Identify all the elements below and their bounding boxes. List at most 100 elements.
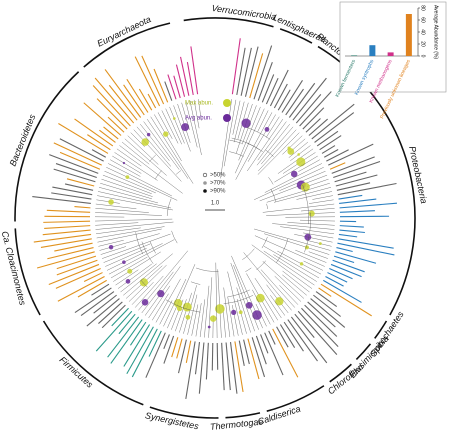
taxon-label (101, 304, 126, 329)
branch (119, 145, 183, 194)
taxon-label (276, 326, 289, 348)
taxon-label (339, 210, 375, 213)
taxon-label (126, 326, 154, 375)
phylum-arc (149, 406, 219, 419)
branch (261, 126, 294, 165)
taxon-label (46, 209, 91, 213)
taxon-label (253, 45, 273, 100)
bar (387, 52, 394, 56)
taxon-label (186, 61, 194, 96)
taxon-label (129, 321, 147, 346)
taxon-label (339, 229, 365, 234)
taxon-label (279, 324, 296, 348)
taxon-label (249, 53, 264, 99)
abundance-bubble (299, 262, 304, 266)
branch (193, 99, 200, 129)
taxon-label (288, 82, 316, 118)
phylum-arc (14, 228, 41, 316)
branch (264, 233, 330, 255)
taxon-label (311, 103, 355, 140)
taxon-label (51, 192, 92, 200)
branch (95, 221, 174, 230)
taxon-label (118, 313, 136, 335)
taxon-label (55, 268, 101, 289)
abundance-bubble (296, 157, 306, 167)
branch (254, 228, 331, 251)
branch (106, 243, 163, 271)
taxon-label (104, 69, 142, 118)
branch-arc (245, 267, 252, 272)
branch (104, 170, 156, 194)
abundance-bubble (207, 325, 211, 329)
branch-arc (141, 241, 154, 264)
branch (223, 99, 237, 167)
branch-arc (166, 198, 172, 216)
taxon-label (327, 272, 348, 283)
abundance-bubble (108, 244, 114, 250)
taxon-label (339, 225, 364, 228)
branch (235, 108, 265, 174)
taxon-label (269, 69, 289, 107)
phylum-label: Verrucomicrobia (211, 3, 277, 22)
taxon-label (310, 298, 346, 328)
taxon-label (318, 287, 332, 297)
branch (290, 145, 311, 162)
branch (270, 295, 286, 316)
branch-arc (196, 267, 219, 272)
branch (280, 226, 334, 234)
taxon-label (53, 168, 96, 183)
taxon-label (316, 130, 339, 147)
taxon-label (36, 251, 95, 269)
branch (115, 269, 139, 286)
taxon-label (131, 328, 158, 378)
branch (227, 271, 243, 335)
branch (143, 121, 180, 170)
abundance-bubble (275, 297, 284, 306)
taxon-label (240, 47, 252, 96)
taxon-label (229, 341, 238, 394)
taxon-label (297, 310, 338, 355)
taxon-label (251, 337, 266, 378)
taxon-label (103, 126, 119, 140)
branch (120, 263, 157, 293)
branch (251, 244, 313, 289)
taxon-label (59, 151, 101, 170)
taxon-label (54, 242, 93, 252)
branch (102, 233, 171, 259)
y-tick-label: 80 (420, 5, 426, 11)
taxon-label (290, 316, 328, 364)
taxon-label (55, 163, 97, 179)
taxon-label (320, 283, 372, 317)
taxon-label (329, 162, 346, 170)
branch (233, 264, 259, 330)
phylum-label: Firmicutes (57, 355, 95, 391)
branch (232, 100, 241, 135)
abundance-bubble (245, 301, 253, 309)
branch (106, 167, 178, 201)
taxon-label (94, 77, 135, 124)
phylum-arc (266, 385, 325, 412)
taxon-label (319, 135, 342, 151)
branch-arc (270, 188, 277, 202)
branch-arc (256, 260, 267, 270)
branch (114, 152, 158, 181)
taxon-label (294, 313, 315, 338)
branch (152, 293, 169, 321)
branch (282, 274, 307, 296)
taxon-label (190, 46, 199, 95)
taxon-label (91, 283, 110, 296)
support-dot (203, 189, 207, 193)
branch-arc (265, 149, 274, 157)
taxon-label (80, 291, 115, 316)
phylum-arc (355, 343, 372, 360)
branch (133, 129, 182, 182)
phylum-label: Ca. Cloacimonetes (0, 230, 28, 307)
branch (263, 250, 315, 286)
y-tick-label: 40 (420, 29, 426, 35)
taxon-label (91, 149, 107, 158)
branch (154, 114, 182, 162)
phylum-arc (225, 412, 261, 419)
abundance-bubble (181, 123, 190, 132)
support-dot (202, 172, 208, 178)
branch-arc (140, 280, 148, 288)
